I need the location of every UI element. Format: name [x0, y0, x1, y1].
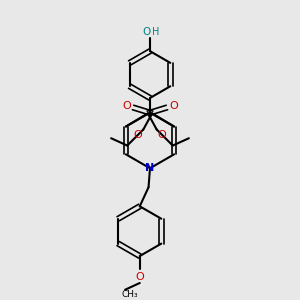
- Text: O: O: [158, 130, 166, 140]
- Text: O: O: [142, 27, 151, 37]
- Text: CH₃: CH₃: [121, 290, 138, 298]
- Text: O: O: [134, 130, 142, 140]
- Text: H: H: [152, 27, 159, 37]
- Text: O: O: [122, 101, 131, 111]
- Text: O: O: [169, 101, 178, 111]
- Text: N: N: [146, 163, 154, 173]
- Text: O: O: [135, 272, 144, 282]
